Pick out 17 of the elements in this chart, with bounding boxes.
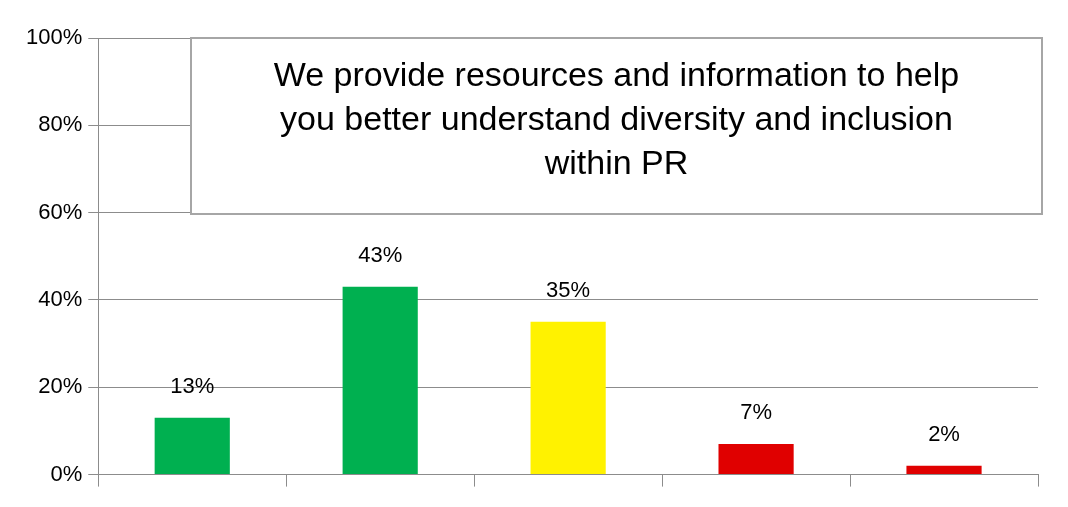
data-label: 35%	[546, 276, 591, 302]
bar	[342, 286, 418, 475]
data-label: 2%	[928, 420, 960, 446]
data-label: 13%	[170, 372, 215, 398]
y-tick-label: 60%	[38, 198, 83, 224]
bar	[718, 444, 794, 475]
bar	[530, 321, 606, 475]
data-label: 7%	[740, 399, 772, 425]
data-label: 43%	[358, 241, 403, 267]
y-tick-label: 80%	[38, 111, 83, 137]
y-tick-label: 40%	[38, 286, 83, 312]
bar	[154, 417, 230, 475]
bar	[906, 465, 982, 475]
y-tick-label: 0%	[50, 460, 83, 486]
text: We provide resources and information to help you better understand diversity and inclusion within PR	[272, 54, 961, 184]
y-tick-label: 20%	[38, 373, 83, 399]
y-tick-label: 100%	[25, 24, 83, 50]
